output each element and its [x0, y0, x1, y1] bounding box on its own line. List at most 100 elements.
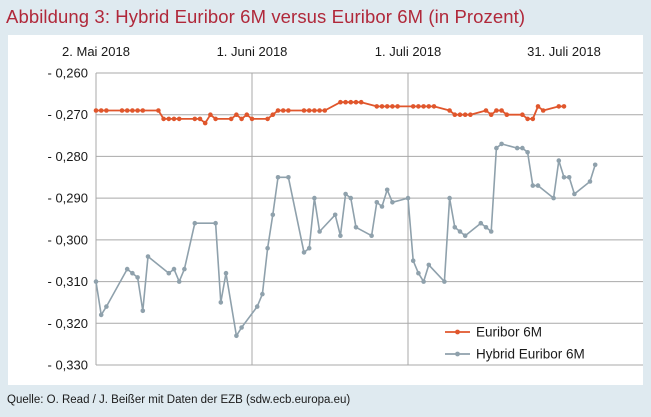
series-line	[96, 101, 564, 124]
data-point	[104, 304, 109, 309]
data-point	[338, 233, 343, 238]
data-point	[572, 191, 577, 197]
data-point	[551, 195, 556, 201]
data-point	[182, 266, 187, 272]
data-point	[556, 104, 562, 109]
data-point	[286, 108, 291, 113]
data-point	[317, 229, 322, 234]
data-point	[192, 116, 198, 122]
data-point	[520, 112, 525, 117]
chart-panel	[8, 35, 643, 385]
data-point	[317, 108, 322, 113]
grid-lines	[95, 72, 643, 366]
source-note: Quelle: O. Read / J. Beißer mit Daten de…	[7, 394, 351, 406]
data-point	[218, 300, 224, 305]
x-tick-label: 1. Juni 2018	[217, 44, 288, 59]
data-point	[338, 99, 343, 105]
data-point	[254, 304, 260, 309]
y-tick-label: - 0,260	[48, 66, 88, 81]
y-tick-label: - 0,280	[48, 149, 88, 164]
data-point	[213, 220, 218, 226]
data-point	[280, 108, 286, 113]
data-point	[374, 200, 380, 205]
data-point	[228, 116, 234, 122]
y-tick-label: - 0,310	[48, 274, 88, 289]
data-point	[410, 104, 416, 109]
data-point	[197, 116, 203, 122]
data-point	[452, 225, 458, 230]
data-point	[447, 195, 452, 201]
y-tick-label: - 0,270	[48, 107, 88, 122]
data-point	[249, 116, 255, 122]
data-point	[260, 291, 265, 297]
data-point	[483, 108, 489, 113]
data-point	[416, 270, 421, 276]
data-point	[145, 254, 151, 259]
data-point	[286, 175, 291, 180]
data-point	[530, 116, 536, 122]
data-point	[208, 112, 213, 117]
line-chart: 2. Mai 2018 1. Juni 2018 1. Juli 2018 31. J…	[48, 44, 643, 373]
data-point	[213, 116, 218, 122]
data-point	[306, 108, 312, 113]
data-point	[348, 99, 354, 105]
data-point	[98, 312, 104, 318]
data-point	[135, 108, 140, 113]
data-point	[384, 187, 390, 193]
data-point	[140, 308, 146, 314]
data-point	[452, 112, 458, 117]
x-tick-label: 31. Juli 2018	[527, 44, 601, 59]
legend: Euribor 6M Hybrid Euribor 6M	[445, 325, 585, 362]
y-tick-label: - 0,290	[48, 191, 88, 206]
data-point	[140, 108, 146, 113]
y-tick-labels: - 0,260 - 0,270 - 0,280 - 0,290 - 0,300 - 0,3…	[48, 66, 88, 373]
legend-item: Hybrid Euribor 6M	[445, 347, 585, 362]
x-tick-label: 2. Mai 2018	[62, 44, 130, 59]
legend-item: Euribor 6M	[445, 325, 542, 340]
data-point	[494, 108, 499, 113]
data-point	[374, 104, 380, 109]
data-point	[530, 183, 536, 188]
data-point	[540, 108, 546, 113]
y-tick-label: - 0,330	[48, 358, 88, 373]
data-point	[124, 266, 130, 272]
data-point	[166, 116, 172, 122]
data-point	[494, 145, 499, 151]
data-point	[353, 99, 359, 105]
data-point	[379, 104, 385, 109]
data-point	[171, 266, 177, 272]
data-point	[499, 141, 504, 147]
data-point	[488, 112, 494, 117]
data-point	[395, 104, 400, 109]
data-point	[488, 229, 494, 234]
data-point	[369, 233, 374, 238]
data-point	[301, 108, 307, 113]
data-point	[239, 116, 244, 122]
data-point	[93, 279, 99, 284]
data-point	[525, 116, 530, 122]
data-point	[353, 225, 359, 230]
data-point	[332, 212, 338, 218]
data-point	[447, 108, 452, 113]
legend-label: Hybrid Euribor 6M	[476, 347, 585, 362]
data-point	[171, 116, 177, 122]
data-point	[483, 225, 489, 230]
data-point	[514, 145, 520, 151]
data-point	[343, 191, 348, 197]
data-point	[202, 120, 208, 126]
data-point	[234, 333, 239, 339]
data-point	[405, 195, 411, 201]
data-point	[592, 162, 598, 168]
data-point	[124, 108, 130, 113]
data-point	[270, 112, 276, 117]
legend-swatch-marker	[455, 351, 460, 357]
data-point	[561, 104, 567, 109]
data-point	[239, 325, 244, 330]
data-point	[130, 108, 135, 113]
data-point	[93, 108, 99, 113]
data-point	[431, 104, 437, 109]
data-point	[556, 158, 562, 163]
data-point	[468, 112, 473, 117]
data-point	[306, 245, 312, 251]
